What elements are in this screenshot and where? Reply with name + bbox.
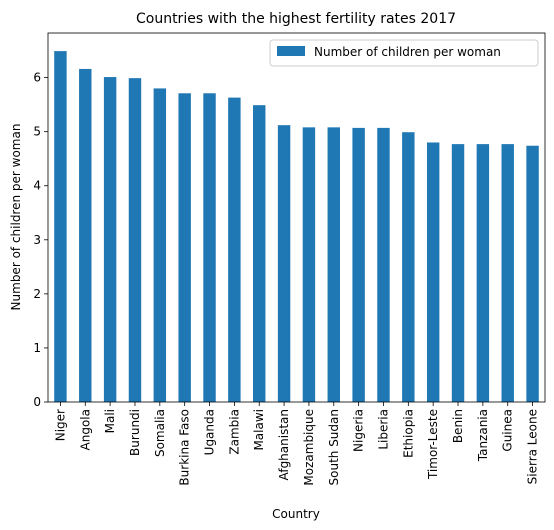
x-tick-label: Benin [451, 409, 465, 443]
x-tick-label: Nigeria [352, 409, 366, 452]
bar-liberia [377, 127, 390, 402]
bar-angola [79, 68, 92, 402]
y-tick-label: 5 [33, 125, 41, 139]
plot-frame [47, 32, 546, 403]
x-tick-label: Zambia [227, 409, 241, 455]
legend-box [269, 39, 539, 67]
x-tick-label: Mali [103, 409, 117, 433]
bar-sierra-leone [526, 145, 539, 403]
x-tick-label: Burkina Faso [178, 409, 192, 486]
y-tick-label: 2 [33, 287, 41, 301]
x-tick-label: Uganda [203, 409, 217, 455]
x-axis-label: Country [272, 507, 320, 521]
bar-ethiopia [402, 132, 415, 402]
bar-tanzania [476, 144, 490, 403]
y-tick-label: 1 [33, 341, 41, 355]
bar-burundi [128, 78, 142, 403]
x-tick-label: Somalia [153, 409, 167, 457]
bar-nigeria [352, 127, 365, 402]
bar-mozambique [302, 127, 316, 402]
y-tick-label: 4 [33, 179, 41, 193]
x-tick-label: Mozambique [302, 409, 316, 486]
chart-title: Countries with the highest fertility rat… [136, 11, 456, 27]
x-tick-label: Afghanistan [277, 409, 291, 480]
bar-niger [54, 51, 67, 403]
bar-afghanistan [277, 125, 291, 403]
legend-label: Number of children per woman [314, 45, 501, 59]
y-tick-label: 6 [33, 71, 41, 85]
bar-zambia [228, 97, 241, 403]
y-axis-label: Number of children per woman [9, 124, 23, 311]
y-ticks: 0 1 2 3 4 5 6 [33, 71, 48, 409]
x-tick-label: Ethiopia [401, 409, 415, 458]
x-tick-label: Timor-Leste [426, 409, 440, 480]
bar-mali [103, 77, 117, 402]
bar-burkina-faso [178, 93, 191, 402]
x-tick-label: Sierra Leone [526, 409, 540, 484]
y-tick-label: 3 [33, 233, 41, 247]
x-tick-label: Malawi [252, 409, 266, 451]
x-tick-label: Tanzania [476, 409, 490, 462]
bar-benin [451, 144, 465, 403]
plot-background [48, 33, 545, 402]
x-tick-label: Burundi [128, 409, 142, 456]
bar-somalia [153, 88, 167, 403]
bar-uganda [203, 93, 216, 402]
x-tick-label: Guinea [501, 409, 515, 452]
x-tick-label: Niger [53, 409, 67, 441]
x-ticks: Niger Angola Mali Burundi Somalia Burkina Fas… [53, 402, 540, 486]
plot-area: Niger Angola Mali Burundi Somalia Burkina Fas… [33, 32, 546, 486]
y-tick-label: 0 [33, 395, 41, 409]
bars-group [54, 51, 539, 403]
x-tick-label: South Sudan [327, 409, 341, 486]
legend: Number of children per woman [269, 39, 539, 67]
bar-south-sudan [327, 127, 340, 402]
bar-malawi [253, 105, 266, 403]
bar-timor-leste [426, 142, 440, 403]
legend-swatch [277, 46, 305, 56]
bar-guinea [501, 144, 514, 403]
x-tick-label: Liberia [376, 409, 390, 450]
x-tick-label: Angola [78, 409, 92, 450]
